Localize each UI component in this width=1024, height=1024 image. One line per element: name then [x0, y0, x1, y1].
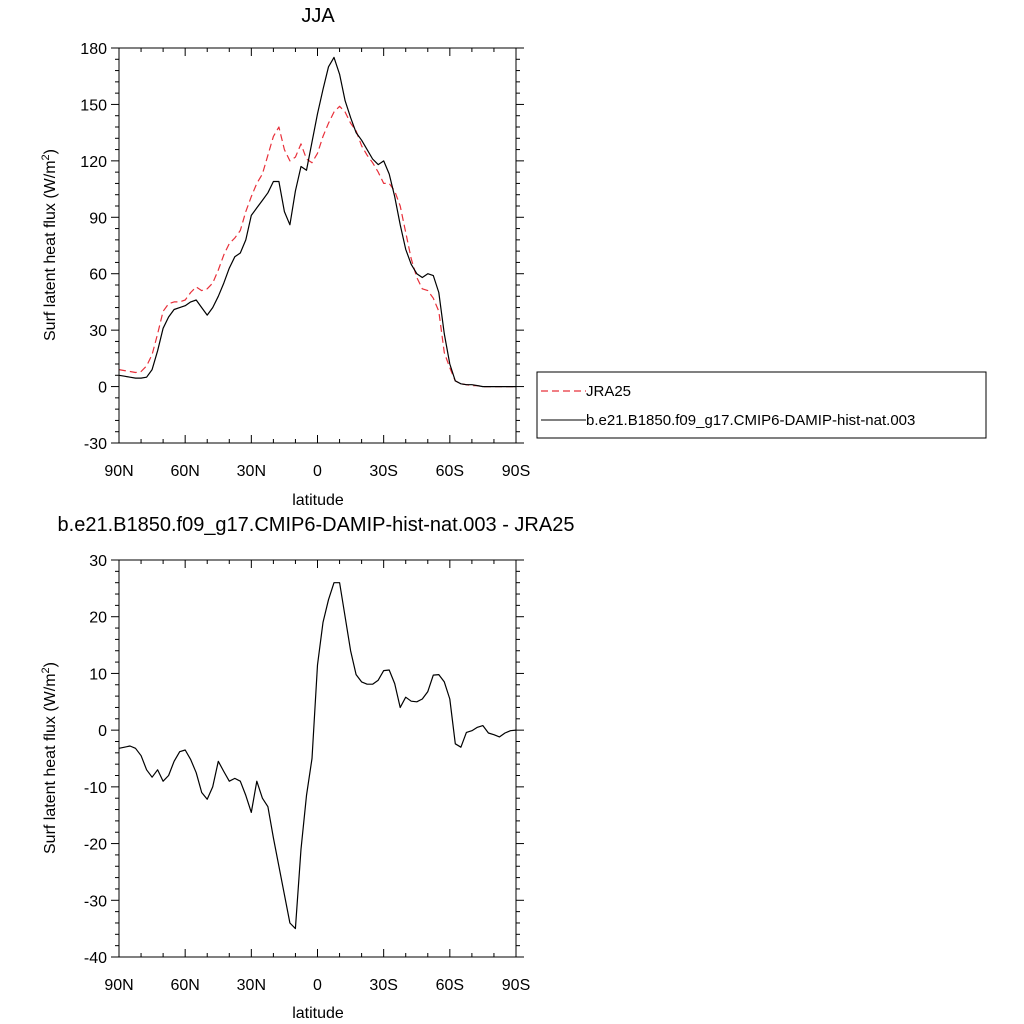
- y-tick-label: 0: [98, 380, 107, 397]
- x-tick-label: 0: [313, 463, 322, 480]
- y-tick-label: 150: [80, 97, 107, 114]
- series-line-0: [118, 105, 516, 388]
- y-tick-label: 120: [80, 154, 107, 171]
- x-tick-label: 60N: [170, 977, 199, 994]
- y-tick-label: -40: [84, 950, 107, 967]
- y-tick-label: -30: [84, 436, 107, 453]
- y-tick-label: 30: [89, 323, 107, 340]
- top-plot-frame: [118, 47, 517, 444]
- bottom-panel: b.e21.B1850.f09_g17.CMIP6-DAMIP-hist-nat…: [40, 514, 574, 1022]
- y-tick-label: 0: [98, 723, 107, 740]
- x-tick-label: 30N: [237, 977, 266, 994]
- bottom-series: [118, 582, 517, 930]
- legend-label-jra25: JRA25: [586, 383, 631, 400]
- x-tick-label: 90S: [502, 463, 530, 480]
- y-tick-label: -30: [84, 893, 107, 910]
- x-tick-label: 90S: [502, 977, 530, 994]
- y-tick-label: 20: [89, 610, 107, 627]
- x-tick-label: 0: [313, 977, 322, 994]
- x-tick-label: 30S: [369, 463, 397, 480]
- x-tick-label: 60S: [436, 977, 464, 994]
- top-y-axis-label: Surf latent heat flux (W/m2): [40, 149, 59, 341]
- x-tick-label: 30S: [369, 977, 397, 994]
- bottom-x-axis-label: latitude: [292, 1005, 344, 1022]
- legend-box: [536, 371, 987, 439]
- bottom-ticks: [111, 559, 524, 958]
- legend-label-model: b.e21.B1850.f09_g17.CMIP6-DAMIP-hist-nat…: [586, 412, 915, 429]
- series-line-0: [118, 582, 517, 930]
- bottom-tick-labels: 90N 60N 30N 0 30S 60S 90S -40 -30 -20 -10 0 10 20 30: [84, 553, 530, 994]
- x-tick-label: 60S: [436, 463, 464, 480]
- top-x-axis-label: latitude: [292, 492, 344, 509]
- y-tick-label: 60: [89, 267, 107, 284]
- top-panel: JJA 90N 60N 30N 0 30S 60S 90S -30 0 30 60 90 120 150 1…: [40, 5, 530, 509]
- x-tick-label: 60N: [170, 463, 199, 480]
- y-tick-label: 30: [89, 553, 107, 570]
- x-tick-label: 90N: [104, 463, 133, 480]
- bottom-chart-title: b.e21.B1850.f09_g17.CMIP6-DAMIP-hist-nat…: [58, 514, 575, 536]
- top-chart-title: JJA: [301, 5, 335, 27]
- y-tick-label: 90: [89, 210, 107, 227]
- y-tick-label: 10: [89, 666, 107, 683]
- y-tick-label: 180: [80, 41, 107, 58]
- top-series: [118, 56, 516, 388]
- y-tick-label: -10: [84, 780, 107, 797]
- top-tick-labels: 90N 60N 30N 0 30S 60S 90S -30 0 30 60 90 120 150 180: [80, 41, 530, 480]
- bottom-y-axis-label: Surf latent heat flux (W/m2): [40, 662, 59, 854]
- x-tick-label: 90N: [104, 977, 133, 994]
- series-line-1: [118, 56, 516, 388]
- bottom-plot-frame: [118, 559, 517, 958]
- y-tick-label: -20: [84, 837, 107, 854]
- x-tick-label: 30N: [237, 463, 266, 480]
- legend: JRA25 b.e21.B1850.f09_g17.CMIP6-DAMIP-hi…: [536, 371, 987, 439]
